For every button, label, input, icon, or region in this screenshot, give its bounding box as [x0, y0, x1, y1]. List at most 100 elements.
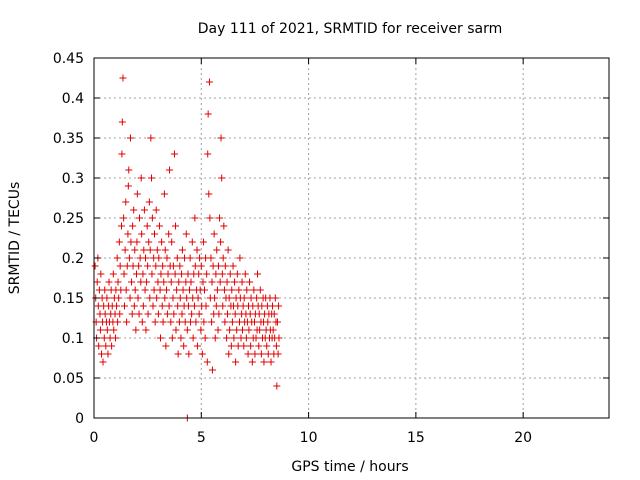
data-point: [162, 342, 170, 350]
data-point: [129, 222, 137, 230]
data-point: [191, 262, 199, 270]
data-point: [244, 350, 252, 358]
data-point: [202, 302, 210, 310]
data-point: [212, 270, 220, 278]
chart-title: Day 111 of 2021, SRMTID for receiver sar…: [198, 21, 502, 37]
data-point: [223, 278, 231, 286]
data-point: [165, 302, 173, 310]
data-point: [132, 270, 140, 278]
axis-ticks: [93, 57, 609, 419]
data-point: [230, 334, 238, 342]
data-point: [242, 334, 250, 342]
data-point: [96, 326, 104, 334]
data-point: [143, 278, 151, 286]
data-point: [198, 350, 206, 358]
data-point: [99, 358, 107, 366]
data-point: [133, 190, 141, 198]
data-point: [116, 310, 124, 318]
data-point: [122, 198, 130, 206]
data-point: [260, 358, 268, 366]
data-point: [245, 326, 253, 334]
data-point: [255, 342, 263, 350]
data-point: [228, 286, 236, 294]
data-point: [113, 254, 121, 262]
data-point: [153, 294, 161, 302]
data-point: [228, 318, 236, 326]
data-point: [208, 366, 216, 374]
data-point: [155, 254, 163, 262]
data-point: [155, 222, 163, 230]
data-point: [233, 270, 241, 278]
data-point: [221, 262, 229, 270]
data-point: [216, 214, 224, 222]
data-point: [114, 278, 122, 286]
data-point: [105, 278, 113, 286]
data-point: [188, 310, 196, 318]
data-point: [169, 294, 177, 302]
data-point: [118, 118, 126, 126]
data-point: [128, 310, 136, 318]
data-point: [218, 270, 226, 278]
data-point: [103, 326, 111, 334]
data-points: [91, 74, 283, 422]
data-point: [130, 206, 138, 214]
data-point: [166, 166, 174, 174]
data-point: [178, 270, 186, 278]
data-point: [172, 326, 180, 334]
data-point: [184, 302, 192, 310]
data-point: [254, 270, 262, 278]
data-point: [173, 254, 181, 262]
data-point: [140, 206, 148, 214]
data-point: [238, 278, 246, 286]
data-point: [101, 286, 109, 294]
y-tick-label: 0.35: [53, 131, 84, 147]
data-point: [170, 310, 178, 318]
data-point: [232, 358, 240, 366]
data-point: [103, 294, 111, 302]
y-axis-label: SRMTID / TECUs: [7, 182, 23, 295]
data-point: [273, 382, 281, 390]
data-point: [256, 286, 264, 294]
data-point: [132, 326, 140, 334]
data-point: [199, 238, 207, 246]
data-point: [187, 278, 195, 286]
data-point: [148, 270, 156, 278]
data-point: [223, 310, 231, 318]
data-point: [152, 262, 160, 270]
data-point: [115, 238, 123, 246]
data-point: [117, 222, 125, 230]
data-point: [214, 262, 222, 270]
data-point: [214, 326, 222, 334]
x-tick-label: 10: [300, 430, 318, 446]
data-point: [275, 302, 283, 310]
data-point: [120, 270, 128, 278]
data-point: [224, 246, 232, 254]
data-point: [149, 302, 157, 310]
data-point: [220, 286, 228, 294]
data-point: [191, 214, 199, 222]
data-point: [145, 238, 153, 246]
data-point: [195, 310, 203, 318]
data-point: [188, 238, 196, 246]
data-point: [215, 310, 223, 318]
data-point: [174, 302, 182, 310]
data-point: [192, 318, 200, 326]
x-tick-label: 0: [90, 430, 99, 446]
data-point: [104, 350, 112, 358]
data-point: [130, 302, 138, 310]
data-point: [142, 326, 150, 334]
y-tick-label: 0.45: [53, 51, 84, 67]
data-point: [208, 318, 216, 326]
data-point: [206, 214, 214, 222]
data-point: [203, 358, 211, 366]
data-point: [120, 302, 128, 310]
data-point: [113, 302, 121, 310]
data-point: [273, 318, 281, 326]
data-point: [270, 310, 278, 318]
data-point: [226, 270, 234, 278]
data-point: [159, 318, 167, 326]
plot-frame: [93, 57, 610, 419]
data-point: [271, 294, 279, 302]
